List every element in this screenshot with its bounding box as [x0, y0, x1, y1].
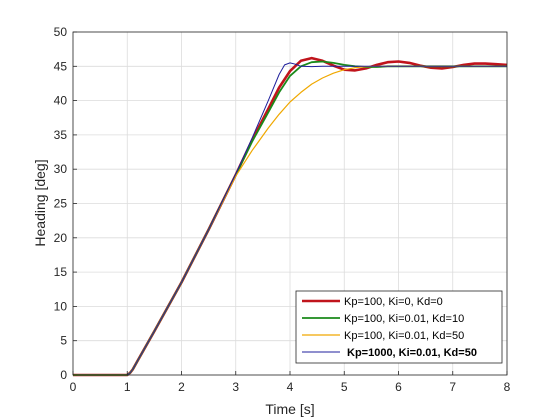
x-tick-label: 8	[504, 380, 511, 394]
y-tick-label: 5	[60, 334, 67, 348]
x-tick-label: 2	[178, 380, 185, 394]
legend-entry: Kp=100, Ki=0.01, Kd=10	[344, 313, 464, 325]
x-tick-label: 5	[341, 380, 348, 394]
legend: Kp=100, Ki=0, Kd=0 Kp=100, Ki=0.01, Kd=10…	[296, 291, 502, 363]
y-tick-label: 35	[54, 128, 68, 142]
x-tick-label: 3	[232, 380, 239, 394]
legend-entry: Kp=1000, Ki=0.01, Kd=50	[347, 347, 477, 359]
x-tick-label: 1	[124, 380, 131, 394]
legend-entry: Kp=100, Ki=0.01, Kd=50	[344, 330, 464, 342]
y-tick-label: 10	[54, 299, 68, 313]
y-tick-label: 50	[54, 25, 68, 39]
y-tick-label: 40	[54, 94, 68, 108]
y-tick-label: 25	[54, 197, 68, 211]
x-tick-label: 6	[395, 380, 402, 394]
x-tick-label: 0	[70, 380, 77, 394]
y-tick-label: 20	[54, 231, 68, 245]
y-tick-label: 30	[54, 162, 68, 176]
y-axis-label: Heading [deg]	[32, 159, 48, 246]
y-tick-label: 15	[54, 265, 68, 279]
y-tick-label: 0	[60, 368, 67, 382]
x-tick-label: 4	[287, 380, 294, 394]
y-tick-label: 45	[54, 59, 68, 73]
x-tick-label: 7	[449, 380, 456, 394]
legend-entry: Kp=100, Ki=0, Kd=0	[344, 296, 443, 308]
x-axis-label: Time [s]	[265, 401, 314, 417]
